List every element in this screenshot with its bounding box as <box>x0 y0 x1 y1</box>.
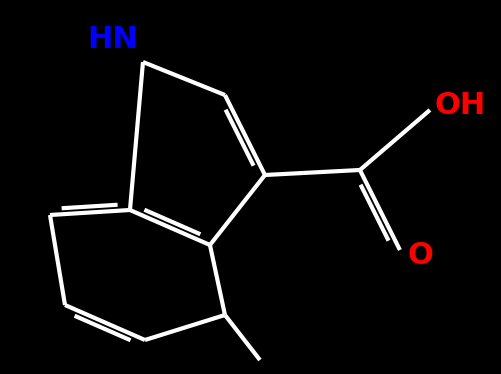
Text: OH: OH <box>435 91 486 120</box>
Text: HN: HN <box>87 25 138 54</box>
Text: O: O <box>408 240 434 270</box>
